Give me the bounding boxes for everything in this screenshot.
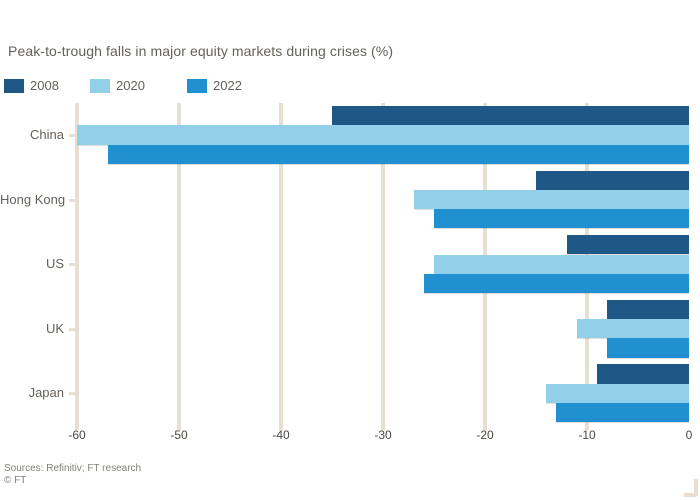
bar	[607, 338, 689, 358]
bar	[77, 125, 689, 145]
bar	[566, 235, 689, 255]
bar	[536, 170, 689, 190]
resize-corner-icon[interactable]	[684, 479, 698, 497]
y-axis-category-label: Hong Kong	[0, 191, 66, 207]
gridline	[279, 103, 283, 430]
source-note: Sources: Refinitiv; FT research	[4, 463, 142, 474]
legend-label: 2008	[30, 78, 59, 93]
legend-swatch-icon	[90, 79, 110, 93]
bar	[434, 209, 689, 229]
y-axis-tick	[69, 198, 77, 202]
x-axis-tick-label: -40	[272, 428, 290, 442]
x-axis-tick-label: -10	[578, 428, 596, 442]
bar	[332, 106, 689, 126]
bar	[107, 144, 689, 164]
legend-label: 2022	[213, 78, 242, 93]
legend-swatch-icon	[4, 79, 24, 93]
copyright-note: © FT	[4, 475, 27, 486]
y-axis-tick	[69, 327, 77, 331]
legend-item: 2008	[4, 79, 59, 93]
legend: 2008 2020 2022	[0, 79, 700, 97]
gridline	[75, 103, 79, 430]
x-axis-tick-label: 0	[685, 428, 693, 442]
y-axis-category-label: US	[45, 256, 64, 272]
x-axis-tick-label: -50	[170, 428, 188, 442]
bar	[423, 273, 689, 294]
legend-item: 2022	[187, 79, 242, 93]
legend-swatch-icon	[187, 79, 207, 93]
y-axis-category-label: Japan	[28, 385, 64, 401]
x-axis-tick-label: -60	[68, 428, 86, 442]
bar	[597, 364, 689, 384]
y-axis-tick	[69, 133, 77, 137]
x-axis-tick-label: -20	[476, 428, 494, 442]
legend-label: 2020	[116, 78, 145, 93]
y-axis-category-label: UK	[45, 320, 64, 336]
y-axis-tick	[69, 263, 77, 267]
gridline	[381, 103, 385, 430]
page-title: Peak-to-trough falls in major equity mar…	[8, 43, 394, 59]
bar	[413, 189, 689, 210]
legend-item: 2020	[90, 79, 145, 93]
y-axis-tick	[69, 392, 77, 396]
bar	[546, 383, 689, 403]
bar	[434, 254, 689, 274]
gridline	[177, 103, 181, 430]
y-axis-category-label: China	[30, 126, 64, 142]
x-axis-tick-label: -30	[374, 428, 392, 442]
bar	[607, 299, 689, 320]
bar	[576, 319, 689, 339]
bar	[556, 403, 689, 423]
